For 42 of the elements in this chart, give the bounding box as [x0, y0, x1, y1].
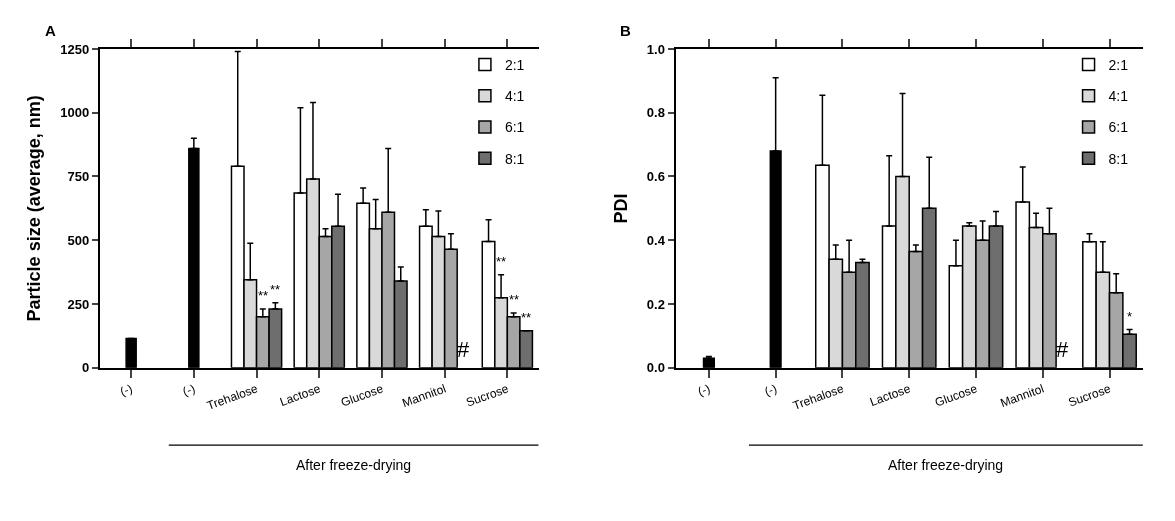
legend-label: 2:1	[1108, 57, 1129, 74]
y-tick-label: 0.8	[646, 105, 665, 121]
text: After freeze-drying	[296, 457, 412, 473]
y-tick-label: 250	[67, 296, 90, 312]
chart-title: B	[620, 22, 631, 39]
data-label: **	[509, 292, 520, 307]
legend-label: 2:1	[504, 57, 525, 74]
text: After freeze-drying	[888, 457, 1004, 473]
y-tick-label: 500	[67, 232, 90, 248]
x-tick-label: (-)	[762, 381, 779, 399]
data-label: **	[270, 282, 281, 297]
x-tick-label: Lactose	[867, 381, 913, 409]
legend-label: 8:1	[1108, 150, 1129, 167]
x-tick-label: Glucose	[932, 381, 980, 410]
y-axis-title: PDI	[610, 193, 631, 224]
y-tick-label: 0.6	[646, 169, 665, 185]
chart-title: A	[45, 22, 56, 39]
x-tick-label: Sucrose	[464, 381, 511, 410]
y-tick-label: 1000	[60, 105, 90, 121]
x-tick-label: Lactose	[278, 381, 323, 409]
x-tick-label: Sucrose	[1066, 381, 1113, 410]
legend-label: 8:1	[504, 150, 525, 167]
y-tick-label: 750	[67, 169, 90, 185]
y-tick-label: 0.0	[646, 360, 665, 376]
data-label: **	[258, 288, 269, 303]
legend-label: 4:1	[1108, 88, 1129, 105]
x-tick-label: (-)	[180, 381, 197, 399]
x-tick-label: (-)	[118, 381, 135, 399]
y-tick-label: 1.0	[646, 41, 665, 57]
data-label: *	[1127, 309, 1133, 324]
data-label: **	[521, 310, 532, 325]
legend-label: 6:1	[504, 119, 525, 136]
y-tick-label: 1250	[60, 41, 90, 57]
y-tick-label: 0.2	[646, 296, 665, 312]
x-tick-label: Glucose	[338, 381, 386, 410]
y-axis-title: Particle size (average, nm)	[23, 95, 44, 322]
data-label: **	[496, 254, 507, 269]
legend-label: 4:1	[504, 88, 525, 105]
legend-label: 6:1	[1108, 119, 1129, 136]
x-tick-label: (-)	[695, 381, 712, 399]
y-tick-label: 0	[81, 360, 90, 376]
y-tick-label: 0.4	[646, 232, 666, 248]
